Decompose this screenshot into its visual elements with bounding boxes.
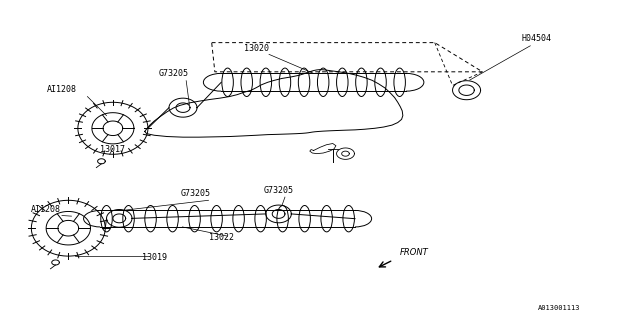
Text: 13022: 13022 bbox=[209, 233, 234, 242]
Text: G73205: G73205 bbox=[180, 189, 211, 198]
Text: A013001113: A013001113 bbox=[538, 305, 580, 311]
Text: G73205: G73205 bbox=[264, 186, 294, 195]
Text: FRONT: FRONT bbox=[399, 248, 428, 257]
Text: 13020: 13020 bbox=[244, 44, 269, 52]
Text: AI1208: AI1208 bbox=[47, 85, 77, 94]
Text: AI1208: AI1208 bbox=[31, 205, 61, 214]
Text: 13017: 13017 bbox=[100, 145, 125, 154]
Text: 13019: 13019 bbox=[142, 253, 167, 262]
Text: H04504: H04504 bbox=[522, 34, 552, 43]
Text: G73205: G73205 bbox=[159, 69, 188, 78]
